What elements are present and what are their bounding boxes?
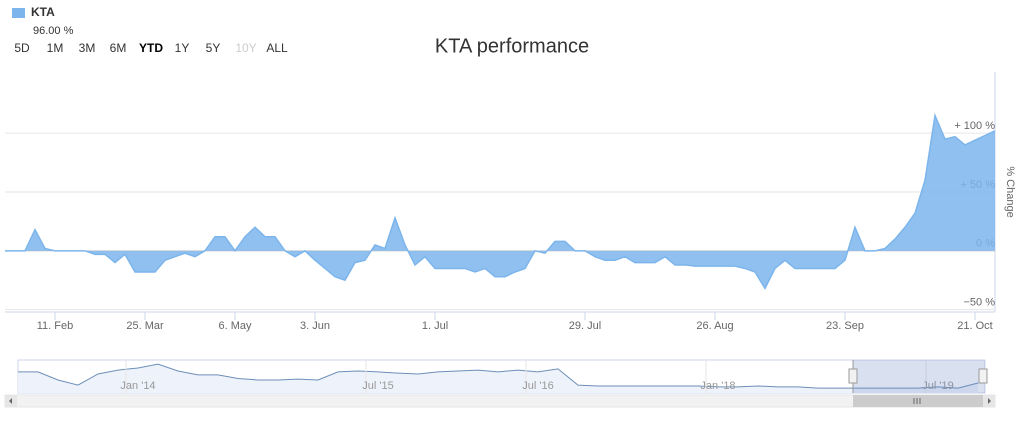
range-button[interactable]: YTD [139, 41, 163, 55]
navigator-fill [18, 364, 978, 393]
range-button[interactable]: 6M [110, 41, 127, 55]
y-tick-label: + 100 % [954, 120, 995, 132]
range-button[interactable]: 3M [79, 41, 96, 55]
range-button[interactable]: ALL [266, 41, 288, 55]
legend-value: 96.00 % [33, 25, 74, 37]
navigator-label: Jul '16 [522, 380, 553, 392]
navigator-handle[interactable] [848, 368, 858, 384]
chart-title: KTA performance [435, 35, 589, 57]
scrollbar-thumb[interactable] [853, 395, 983, 407]
navigator-mask[interactable] [853, 360, 985, 393]
scrollbar-track[interactable] [4, 394, 996, 408]
legend-label[interactable]: KTA [31, 5, 55, 19]
x-tick-label: 11. Feb [37, 320, 74, 332]
y-axis-title: % Change [1004, 166, 1016, 217]
scrollbar-arrow [988, 398, 991, 404]
navigator-label: Jul '15 [362, 380, 393, 392]
range-button[interactable]: 5Y [206, 41, 221, 55]
legend-swatch [12, 8, 25, 18]
navigator-label: Jan '18 [700, 380, 735, 392]
range-button: 10Y [235, 41, 256, 55]
area-line [5, 112, 996, 291]
area-fill [5, 115, 995, 289]
navigator-label: Jul '19 [922, 380, 953, 392]
x-tick-label: 25. Mar [126, 320, 164, 332]
range-button[interactable]: 5D [14, 41, 30, 55]
x-tick-label: 21. Oct [957, 320, 992, 332]
scrollbar-grip [913, 398, 921, 404]
range-button[interactable]: 1Y [175, 41, 190, 55]
range-button[interactable]: 1M [47, 41, 64, 55]
x-tick-label: 3. Jun [300, 320, 330, 332]
navigator-handle[interactable] [978, 368, 988, 384]
x-tick-label: 26. Aug [696, 320, 733, 332]
x-tick-label: 6. May [218, 320, 252, 332]
scrollbar-arrow [9, 398, 12, 404]
navigator-label: Jan '14 [120, 380, 155, 392]
y-tick-label: −50 % [964, 297, 996, 309]
navigator-line [18, 363, 979, 389]
x-tick-label: 23. Sep [826, 320, 864, 332]
x-tick-label: 29. Jul [569, 320, 601, 332]
x-tick-label: 1. Jul [422, 320, 448, 332]
